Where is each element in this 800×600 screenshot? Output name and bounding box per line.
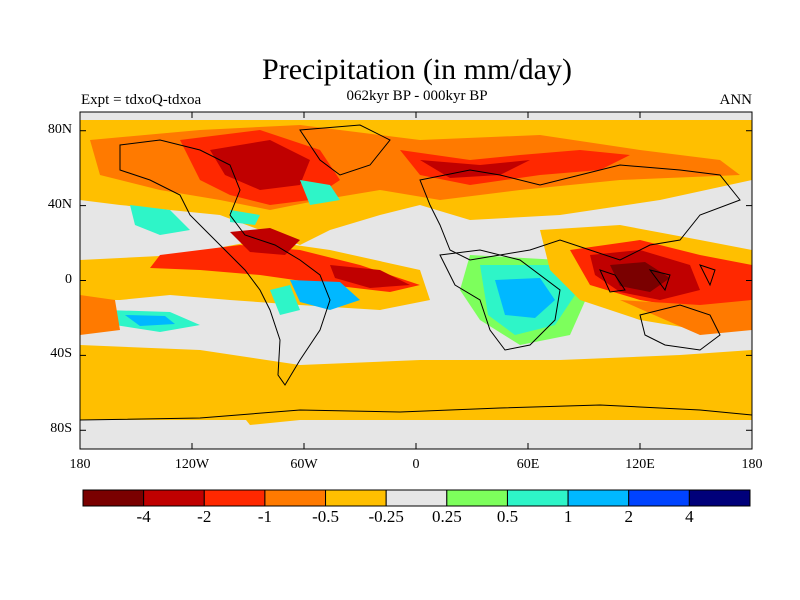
period-label: 062kyr BP - 000kyr BP: [346, 88, 488, 104]
colorbar-label-9: 4: [685, 507, 694, 526]
lat-label-1: 40N: [47, 196, 72, 212]
lat-label-2: 0: [65, 271, 72, 287]
colorbar-label-3: -0.5: [312, 507, 339, 526]
lat-label-3: 40S: [50, 346, 72, 362]
lon-label-1: 120W: [174, 457, 210, 472]
lon-label-6: 180: [741, 457, 763, 472]
field-n-deepred: [210, 140, 530, 190]
lon-label-2: 60W: [290, 457, 318, 472]
lon-label-3: 0: [412, 457, 420, 472]
colorbar-swatch-6: [446, 489, 508, 507]
lat-label-4: 80S: [50, 421, 72, 437]
plot-title: Precipitation (in mm/day): [262, 53, 572, 86]
colorbar-swatch-8: [567, 489, 630, 507]
colorbar-swatch-0: [82, 489, 145, 507]
colorbar-label-4: -0.25: [368, 507, 404, 526]
colorbar-label-7: 1: [563, 507, 573, 526]
colorbar-label-5: 0.25: [431, 507, 462, 526]
field-samerica-pos: [290, 280, 360, 310]
colorbar-label-8: 2: [624, 507, 633, 526]
field-asia-darkred: [610, 262, 670, 292]
colorbar-swatch-2: [203, 489, 266, 507]
anomaly-fields: [80, 120, 752, 449]
lon-label-4: 60E: [516, 457, 540, 472]
colorbar-label-1: -2: [197, 507, 212, 526]
colorbar-label-2: -1: [257, 507, 272, 526]
colorbar-swatch-5: [385, 489, 448, 507]
field-antarctic-orange: [230, 395, 640, 425]
experiment-label: Expt = tdxoQ-tdxoa: [81, 92, 202, 108]
field-samerica-pos2: [270, 285, 300, 315]
colorbar-label-0: -4: [136, 507, 151, 526]
coastlines: [80, 124, 752, 421]
lat-label-0: 80N: [47, 121, 72, 137]
colorbar-swatch-3: [264, 489, 327, 507]
colorbar-swatch-9: [628, 489, 690, 507]
field-antarctic-grey: [80, 420, 752, 449]
lat-tick-marks: [80, 130, 752, 431]
colorbar-swatch-4: [325, 489, 387, 507]
colorbar-swatch-7: [506, 489, 569, 507]
lon-tick-marks: [79, 112, 753, 449]
field-n-red: [180, 130, 630, 205]
colorbar: [82, 489, 751, 507]
field-africa-pos3: [495, 278, 555, 318]
colorbar-swatch-1: [143, 489, 205, 507]
colorbar-label-6: 0.5: [496, 507, 519, 526]
season-label: ANN: [719, 92, 753, 108]
lon-label-5: 120E: [625, 457, 655, 472]
colorbar-swatch-10: [688, 489, 751, 507]
lon-label-0: 180: [69, 457, 91, 472]
field-spac-pos2: [125, 315, 175, 326]
field-nh-pos: [130, 180, 340, 235]
field-carib-deepred: [230, 228, 410, 288]
